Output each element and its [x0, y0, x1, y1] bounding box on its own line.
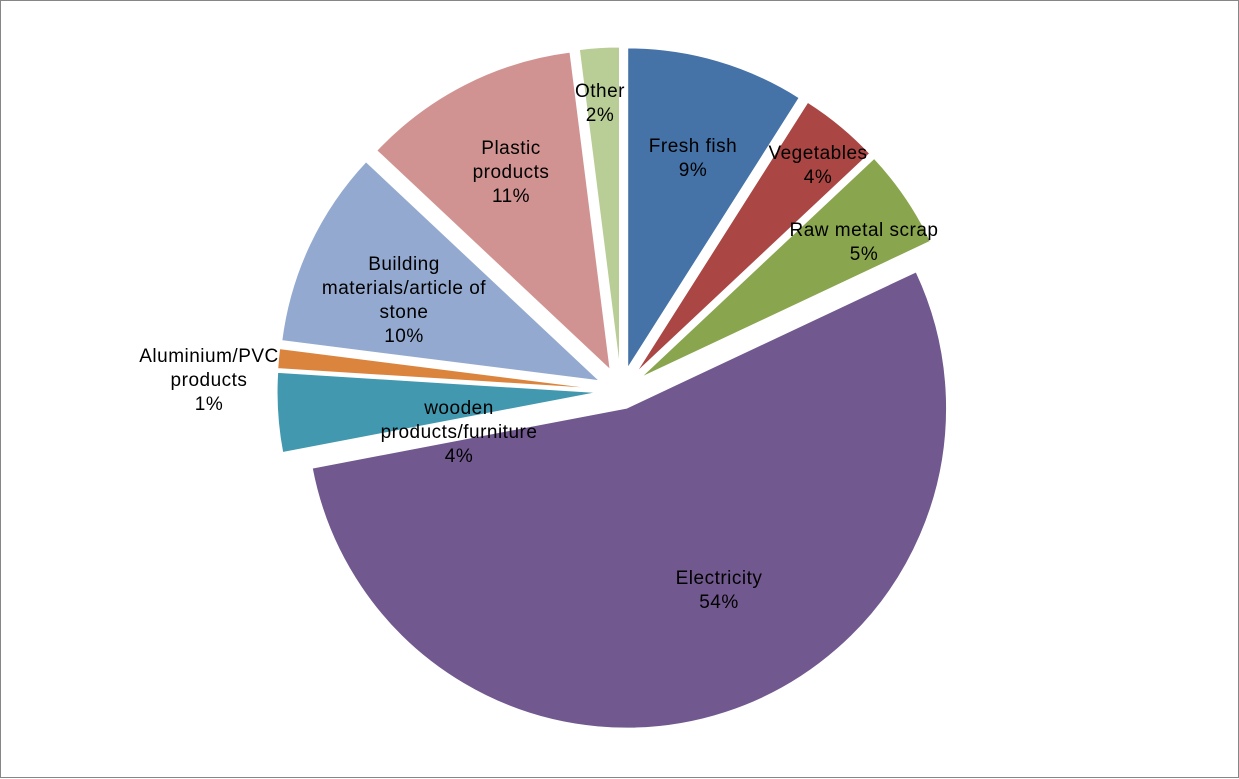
data-label-percent: 2%	[585, 105, 615, 126]
pie-slice-plastic-products	[376, 51, 611, 371]
data-label-category: Building	[368, 254, 440, 275]
pie-slice-wooden-products-furniture	[276, 371, 598, 454]
data-label-category: products/furniture	[380, 422, 538, 443]
data-label-percent: 4%	[803, 167, 833, 188]
data-label-percent: 1%	[194, 394, 224, 415]
data-label-raw-metal-scrap: Raw metal scrap 5%	[790, 219, 939, 267]
data-label-category: Fresh fish	[648, 136, 738, 157]
pie-slice-electricity	[311, 271, 947, 729]
data-label-percent: 11%	[491, 186, 531, 207]
data-label-category: Electricity	[675, 568, 763, 589]
data-label-category: Aluminium/PVC	[139, 346, 279, 367]
pie-slice-other	[578, 46, 620, 368]
pie-slice-aluminium-pvc-products	[277, 348, 598, 390]
data-label-vegetables: Vegetables 4%	[768, 142, 867, 190]
data-label-percent: 10%	[384, 326, 424, 347]
pie-slice-raw-metal-scrap	[640, 157, 932, 378]
pie-slice-vegetables	[635, 101, 871, 373]
data-label-fresh-fish: Fresh fish 9%	[649, 135, 737, 183]
pie-slice-fresh-fish	[627, 47, 800, 370]
data-label-percent: 54%	[699, 592, 739, 613]
data-label-wooden-products-furniture: wooden products/furniture 4%	[381, 397, 538, 469]
data-label-electricity: Electricity 54%	[676, 567, 763, 615]
data-label-percent: 4%	[444, 446, 474, 467]
data-label-building-materials-article-of-stone: Building materials/article of stone 10%	[322, 253, 486, 349]
data-label-percent: 9%	[678, 160, 708, 181]
data-label-plastic-products: Plastic products 11%	[473, 137, 550, 209]
data-label-percent: 5%	[849, 244, 879, 265]
data-label-category: Plastic	[481, 138, 541, 159]
data-label-aluminium-pvc-products: Aluminium/PVC products 1%	[139, 345, 279, 417]
data-label-category: materials/article of	[321, 278, 487, 299]
data-label-category: Raw metal scrap	[789, 220, 939, 241]
data-label-category: products	[170, 370, 248, 391]
data-label-category: wooden	[424, 398, 494, 419]
data-label-category: Vegetables	[768, 143, 868, 164]
data-label-other: Other 2%	[575, 80, 625, 128]
data-label-category: products	[472, 162, 550, 183]
data-label-category: Other	[574, 81, 626, 102]
pie-slice-building-materials-article-of-stone	[281, 161, 601, 382]
data-label-category: stone	[379, 302, 429, 323]
